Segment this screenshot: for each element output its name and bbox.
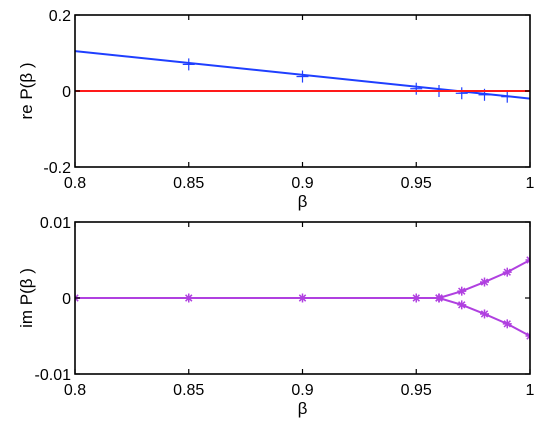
data-point-marker-stroke-3 [503,268,511,276]
x-axis-label: β [298,399,308,418]
x-tick-label: 0.85 [173,382,204,399]
x-tick-label: 1 [526,382,535,399]
data-point-marker [525,255,530,265]
data-point-marker-stroke-3 [75,294,79,300]
data-point-marker [434,293,444,303]
data-point-marker-stroke-3 [185,294,193,302]
y-tick-label: 0.2 [49,8,71,25]
data-point-marker-stroke-3 [526,258,530,264]
data-point-marker [502,267,512,277]
data-point-marker-stroke-2 [526,256,530,262]
data-point-marker [457,300,467,310]
data-point-marker [298,293,307,303]
data-point-marker-stroke-3 [480,278,489,286]
y-tick-label: -0.01 [35,367,72,384]
series-group [75,255,530,341]
data-point-marker-stroke-3 [480,310,489,318]
chart-panel-1: 0.8 0.85 0.9 0.95 1 -0.2 0 0.2 β re P(β ) [17,8,535,211]
data-point-marker [480,309,489,319]
x-tick-label: 0.8 [64,382,86,399]
data-point-marker [457,286,467,296]
y-tick-label: 0.01 [40,215,71,232]
y-tick-label: -0.2 [43,160,71,177]
data-point-marker [502,319,512,329]
data-point-marker-stroke-3 [435,294,443,302]
x-tick-label: 0.95 [401,175,432,192]
y-axis-label: re P(β ) [17,62,36,119]
y-tick-label: 0 [62,291,71,308]
x-tick-label: 0.8 [64,175,86,192]
y-axis-label: im P(β ) [17,268,36,328]
data-point-marker-stroke-3 [503,320,511,328]
series-3 [434,293,530,341]
x-tick-label: 0.9 [291,175,313,192]
x-tick-label: 0.85 [173,175,204,192]
data-point-marker-stroke-3 [526,334,530,340]
x-tick-label: 0.9 [291,382,313,399]
data-point-marker-stroke-3 [298,294,307,302]
chart-panel-2: 0.8 0.85 0.9 0.95 1 -0.01 0 0.01 β im P(β ) [17,215,535,418]
data-point-marker [411,293,421,303]
x-axis-label: β [298,192,308,211]
data-point-marker [184,293,194,303]
data-point-marker [525,331,530,341]
data-point-marker-stroke-3 [412,294,420,302]
data-point-marker-stroke-3 [458,287,466,295]
data-point-marker-stroke-3 [458,301,466,309]
data-point-marker-stroke-2 [526,332,530,338]
series-group [75,50,530,103]
x-tick-label: 0.95 [401,382,432,399]
data-point-marker [480,277,489,287]
x-tick-label: 1 [526,175,535,192]
y-tick-label: 0 [62,84,71,101]
data-point-marker-stroke-2 [75,296,79,302]
